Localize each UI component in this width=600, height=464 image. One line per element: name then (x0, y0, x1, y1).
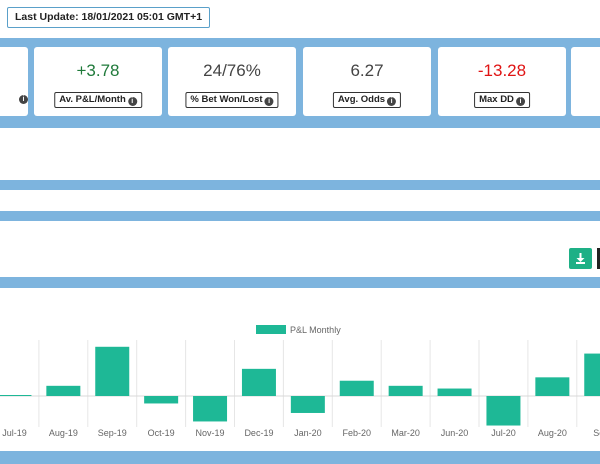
bar[interactable] (290, 396, 325, 413)
bar[interactable] (584, 353, 600, 396)
stat-card: -13.28 Max DD i (438, 47, 566, 116)
download-icon (576, 253, 585, 264)
stat-value: 24/76% (203, 61, 261, 80)
x-tick-label: Mar-20 (391, 428, 420, 438)
bar[interactable] (95, 346, 130, 396)
legend-swatch (256, 325, 286, 334)
section-divider (0, 451, 600, 464)
bar[interactable] (241, 368, 276, 396)
info-icon[interactable]: i (19, 95, 28, 104)
stat-label-text: Av. P&L/Month (59, 94, 126, 105)
stat-label-text: % Bet Won/Lost (190, 94, 263, 105)
section-divider (0, 277, 600, 288)
stat-label-text: Max DD (479, 94, 514, 105)
bar[interactable] (144, 396, 179, 404)
stat-label: % Bet Won/Lost i (185, 92, 279, 108)
bar[interactable] (486, 396, 521, 426)
x-tick-label: Jan-20 (294, 428, 322, 438)
pnl-monthly-chart: Jul-19 Aug-19 Sep-19 Oct-19 Nov-19 Dec-19 Jan-… (0, 288, 600, 451)
x-tick-label: Jul-19 (2, 428, 27, 438)
last-update-badge: Last Update: 18/01/2021 05:01 GMT+1 (7, 7, 211, 28)
info-icon[interactable]: i (264, 97, 274, 106)
stat-card: 6.27 Avg. Odds i (303, 47, 431, 116)
download-button[interactable] (569, 248, 592, 269)
stat-value: -13.28 (477, 61, 527, 80)
x-tick-label: Dec-19 (244, 428, 273, 438)
bar[interactable] (535, 377, 570, 396)
stat-label: Avg. Odds i (332, 92, 402, 108)
bar[interactable] (193, 396, 228, 422)
info-icon[interactable]: i (127, 97, 137, 106)
x-tick-label: Nov-19 (196, 428, 225, 438)
legend-label: P&L Monthly (290, 325, 341, 335)
stat-value: 6.27 (350, 61, 384, 80)
bar[interactable] (46, 385, 81, 396)
stat-label-text: Avg. Odds (337, 94, 386, 105)
bar[interactable] (437, 388, 472, 396)
x-tick-label: Aug-20 (538, 428, 567, 438)
chart-legend[interactable]: P&L Monthly (256, 325, 341, 335)
pnl-chart-svg: Jul-19 Aug-19 Sep-19 Oct-19 Nov-19 Dec-19 Jan-… (0, 340, 600, 438)
x-tick-label: Jul-20 (491, 428, 516, 438)
options-button[interactable] (597, 248, 600, 269)
x-tick-label: Sep-19 (98, 428, 127, 438)
x-tick-label: Oct-19 (148, 428, 175, 438)
info-icon[interactable]: i (515, 97, 525, 106)
stat-value: +3.78 (76, 61, 120, 80)
section-divider (0, 180, 600, 190)
x-tick-label: Jun-20 (441, 428, 469, 438)
x-tick-label: Aug-19 (49, 428, 78, 438)
stat-card: 24/76% % Bet Won/Lost i (168, 47, 296, 116)
stat-card: i (0, 47, 28, 116)
stat-card: +3.78 Av. P&L/Month i (34, 47, 162, 116)
stat-label: Max DD i (474, 92, 530, 108)
info-icon[interactable]: i (387, 97, 397, 106)
stat-label: Av. P&L/Month i (54, 92, 142, 108)
bar[interactable] (388, 385, 423, 396)
section-divider (0, 211, 600, 221)
bar[interactable] (0, 395, 32, 396)
bar[interactable] (339, 380, 374, 396)
stat-card (571, 47, 600, 116)
x-tick-label: Feb-20 (342, 428, 371, 438)
x-tick-label: Sep (593, 428, 600, 438)
